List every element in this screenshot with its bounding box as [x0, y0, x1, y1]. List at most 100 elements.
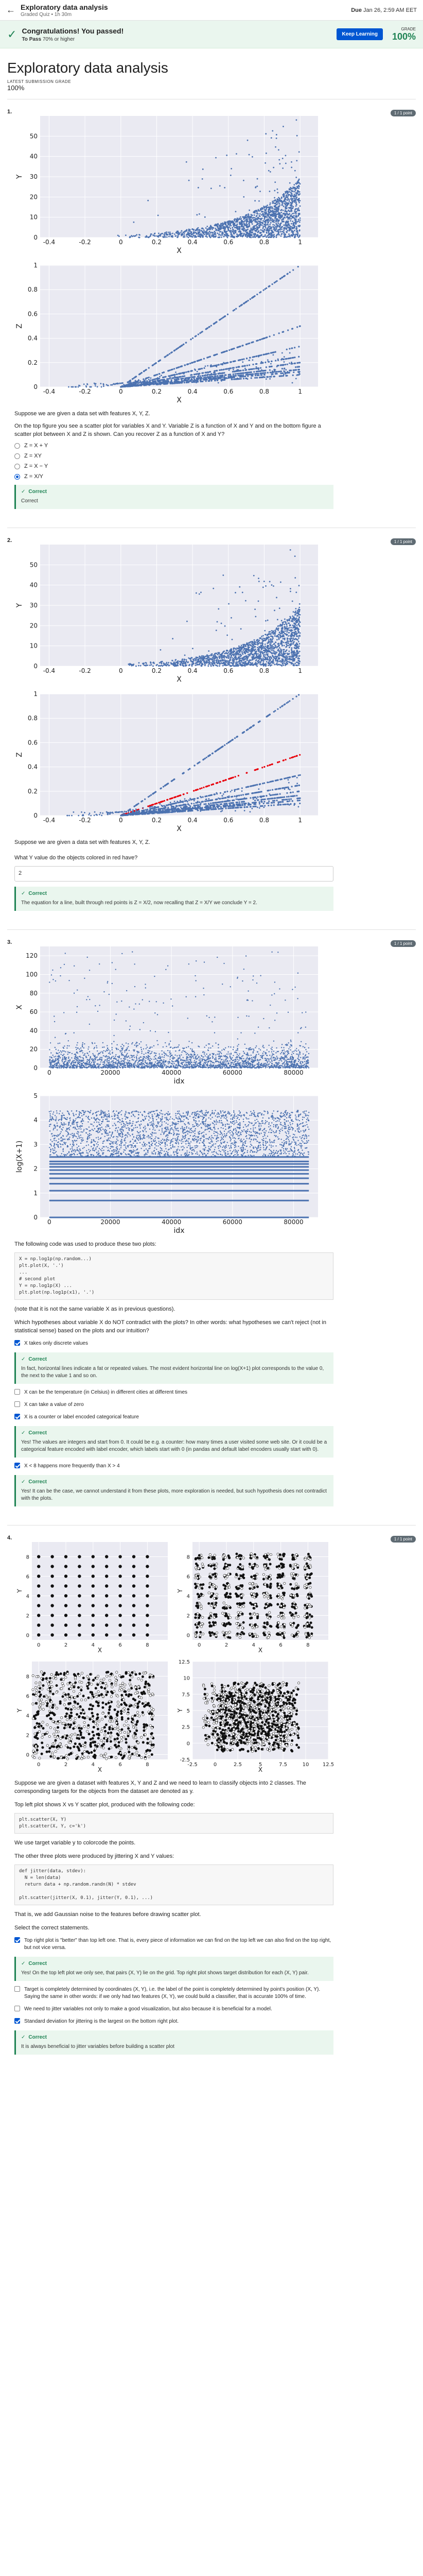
svg-text:X: X	[177, 675, 182, 684]
q3-option-3[interactable]: X is a counter or label encoded categori…	[14, 1414, 333, 1421]
svg-text:Y: Y	[15, 174, 24, 179]
svg-text:-0.2: -0.2	[79, 667, 91, 674]
svg-text:X: X	[177, 396, 182, 404]
svg-text:0.6: 0.6	[223, 388, 233, 395]
checkbox-icon[interactable]	[14, 1937, 20, 1943]
q1-option-2[interactable]: Z = X − Y	[14, 463, 416, 469]
q4-option-2[interactable]: We need to jitter variables not only to …	[14, 2006, 333, 2013]
checkbox-icon[interactable]	[14, 1401, 20, 1407]
question-3: 3. 1 / 1 point 0 20000 40000 60000 80000 0 20 4…	[7, 929, 416, 1515]
svg-text:0.8: 0.8	[259, 388, 269, 395]
svg-text:0.6: 0.6	[28, 310, 38, 317]
svg-text:40: 40	[30, 153, 38, 160]
question-2: 2. 1 / 1 point -0.4 -0.2 0 0.2 0.4 0.6 0.8 1 0 10…	[7, 528, 416, 919]
svg-text:0.2: 0.2	[152, 239, 162, 246]
svg-text:50: 50	[30, 561, 38, 568]
q1-option-0[interactable]: Z = X + Y	[14, 443, 416, 449]
point-badge: 1 / 1 point	[390, 1536, 416, 1543]
banner-title: Congratulations! You passed!	[22, 26, 124, 35]
page-title: Exploratory data analysis	[7, 60, 168, 76]
svg-text:1: 1	[298, 388, 302, 395]
q3-option-4[interactable]: X < 8 happens more frequently than X > 4	[14, 1463, 333, 1470]
q3-option-1[interactable]: X can be the temperature (in Celsius) in…	[14, 1389, 333, 1396]
q1-xz-scatter: -0.4 -0.2 0 0.2 0.4 0.6 0.8 1 0 0.2 0.4 0.6 0.8 1 X Z	[15, 262, 318, 404]
back-arrow-icon[interactable]: ←	[6, 5, 15, 15]
svg-text:1: 1	[298, 239, 302, 246]
svg-text:0: 0	[119, 667, 123, 674]
latest-grade-value: 100%	[7, 84, 25, 92]
svg-text:0.8: 0.8	[28, 286, 38, 293]
svg-text:10: 10	[30, 214, 38, 221]
checkbox-icon[interactable]	[14, 1340, 20, 1346]
svg-text:X: X	[177, 247, 182, 255]
latest-grade-label: LATEST SUBMISSION GRADE	[7, 79, 72, 84]
svg-text:-0.4: -0.4	[43, 239, 55, 246]
svg-text:0.2: 0.2	[152, 667, 162, 674]
q1-option-1[interactable]: Z = XY	[14, 453, 416, 459]
checkbox-icon[interactable]	[14, 1463, 20, 1468]
svg-text:1: 1	[298, 667, 302, 674]
checkbox-icon[interactable]	[14, 1986, 20, 1992]
svg-text:0.8: 0.8	[259, 667, 269, 674]
q4-option-3[interactable]: Standard deviation for jittering is the …	[14, 2018, 333, 2025]
q4-option-1[interactable]: Target is completely determined by coord…	[14, 1986, 333, 2001]
svg-text:20: 20	[30, 193, 38, 200]
q4-code-1: plt.scatter(X, Y) plt.scatter(X, Y, c='k…	[14, 1813, 333, 1834]
keep-learning-button[interactable]: Keep Learning	[337, 28, 383, 40]
svg-text:0.6: 0.6	[223, 239, 233, 246]
due-date: Due Jan 26, 2:59 AM EET	[351, 7, 417, 13]
svg-text:0.4: 0.4	[188, 239, 198, 246]
svg-text:0.2: 0.2	[28, 359, 38, 366]
q1-option-3[interactable]: Z = X/Y	[14, 473, 416, 480]
checkbox-icon[interactable]	[14, 2006, 20, 2011]
checkbox-icon[interactable]	[14, 2018, 20, 2024]
q2-answer-input[interactable]: 2	[14, 866, 333, 882]
svg-text:30: 30	[30, 602, 38, 609]
svg-text:0.8: 0.8	[259, 239, 269, 246]
svg-text:1: 1	[33, 262, 38, 269]
svg-text:0.2: 0.2	[152, 388, 162, 395]
q3-code: X = np.log1p(np.random...) plt.plot(X, '…	[14, 1252, 333, 1300]
svg-text:Y: Y	[15, 603, 24, 608]
svg-text:10: 10	[30, 642, 38, 650]
svg-text:30: 30	[30, 173, 38, 180]
checkbox-icon[interactable]	[14, 1414, 20, 1419]
svg-text:0: 0	[33, 383, 38, 391]
svg-text:-0.4: -0.4	[43, 388, 55, 395]
q4-option-0[interactable]: Top right plot is "better" than top left…	[14, 1937, 333, 1952]
q3-option-0[interactable]: X takes only discrete values	[14, 1340, 333, 1347]
q4-code-2: def jitter(data, stdev): N = len(data) r…	[14, 1865, 333, 1905]
point-badge: 1 / 1 point	[390, 940, 416, 947]
svg-text:0: 0	[33, 234, 38, 241]
svg-text:50: 50	[30, 132, 38, 140]
q3-option-2[interactable]: X can take a value of zero	[14, 1401, 333, 1409]
question-1: 1. 1 / 1 point -0.4 -0.2 0 0.2 0.4 0.6 0.8 1 0 10…	[7, 99, 416, 517]
svg-text:40: 40	[30, 582, 38, 589]
pass-banner: ✓ Congratulations! You passed! To Pass 7…	[0, 21, 423, 48]
svg-text:0.6: 0.6	[223, 667, 233, 674]
quiz-title: Exploratory data analysis	[21, 3, 108, 11]
svg-text:0.4: 0.4	[188, 667, 198, 674]
svg-text:Z: Z	[15, 324, 24, 329]
svg-text:0: 0	[119, 239, 123, 246]
grade-block: GRADE 100%	[392, 26, 416, 42]
checkbox-icon[interactable]	[14, 1389, 20, 1395]
svg-text:0: 0	[119, 388, 123, 395]
